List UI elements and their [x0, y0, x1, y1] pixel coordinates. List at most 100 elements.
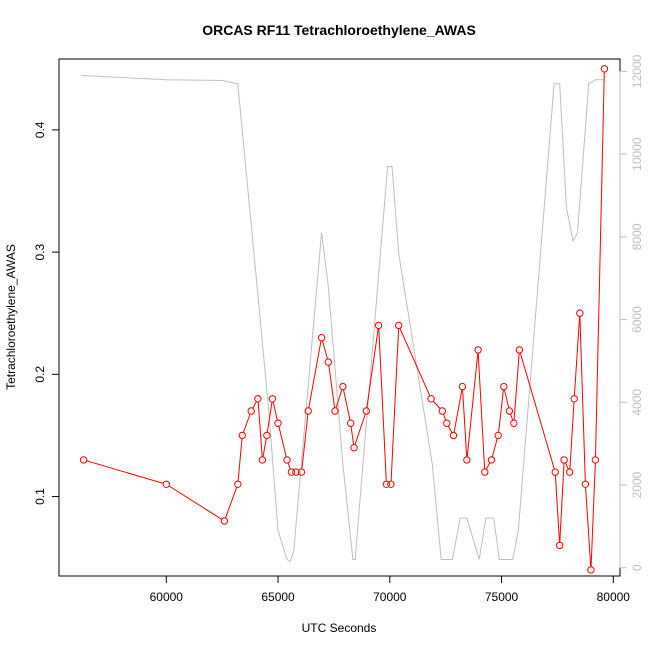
- data-point: [234, 480, 242, 488]
- series-segment: [308, 340, 322, 408]
- x-tick-label: 70000: [373, 590, 407, 604]
- data-point: [339, 382, 347, 391]
- series-segment: [278, 426, 287, 457]
- series-segment: [366, 328, 379, 408]
- data-point: [331, 407, 339, 415]
- data-point: [600, 65, 609, 73]
- x-tick-label: 75000: [485, 590, 519, 604]
- y2-tick-label: 10000: [630, 137, 644, 171]
- y2-tick-label: 8000: [630, 223, 644, 250]
- series-segment: [513, 353, 520, 421]
- series-segment: [86, 460, 164, 484]
- data-point: [570, 395, 578, 403]
- data-point: [560, 456, 568, 464]
- series-segment: [504, 389, 510, 409]
- y-tick-label: 0.4: [33, 121, 47, 138]
- y-axis-left: 0.1 0.2 0.3 0.4: [33, 121, 60, 505]
- data-point: [79, 456, 88, 464]
- data-point: [258, 456, 267, 464]
- series-segment: [554, 475, 560, 543]
- data-point: [438, 407, 446, 415]
- series-segment: [432, 400, 441, 409]
- series-segment: [257, 401, 263, 457]
- series-segment: [287, 462, 291, 470]
- data-point: [263, 431, 271, 440]
- data-point: [566, 468, 574, 476]
- data-point: [427, 395, 435, 403]
- data-point: [287, 468, 296, 476]
- x-tick-label: 80000: [597, 590, 631, 604]
- secondary-series-layer: [81, 75, 605, 563]
- data-point: [274, 419, 282, 427]
- series-segment: [519, 352, 555, 470]
- primary-series-layer: [79, 65, 609, 574]
- series-segment: [565, 462, 569, 470]
- series-segment: [585, 487, 592, 567]
- series-segment: [559, 463, 565, 543]
- data-point: [387, 480, 395, 488]
- series-segment: [301, 414, 309, 469]
- data-point: [581, 480, 590, 488]
- series-segment: [328, 365, 336, 408]
- y-tick-label: 0.3: [33, 243, 47, 260]
- data-point: [254, 395, 262, 403]
- x-tick-label: 60000: [150, 590, 184, 604]
- data-point: [556, 541, 564, 550]
- data-point: [505, 407, 514, 415]
- series-segment: [252, 401, 257, 409]
- series-segment: [266, 401, 273, 433]
- y-axis-right: 0 2000 4000 6000 8000 10000 12000: [619, 54, 644, 571]
- y-tick-label: 0.2: [33, 366, 47, 383]
- data-point: [162, 480, 171, 488]
- data-point: [374, 321, 383, 330]
- series-segment: [595, 71, 605, 457]
- series-segment: [485, 462, 491, 470]
- data-point: [500, 382, 508, 391]
- series-segment: [242, 413, 251, 433]
- series-segment: [390, 328, 400, 482]
- series-segment: [343, 389, 351, 421]
- data-point: [220, 517, 229, 525]
- x-tick-label: 65000: [261, 590, 295, 604]
- data-point: [347, 419, 355, 427]
- series-segment: [590, 463, 596, 567]
- data-point: [443, 419, 451, 427]
- series-segment: [322, 340, 328, 360]
- series-segment: [462, 389, 468, 457]
- data-point: [395, 321, 403, 330]
- y2-tick-label: 4000: [630, 389, 644, 416]
- data-point: [247, 407, 255, 415]
- data-point: [458, 382, 467, 391]
- x-axis: 60000 65000 70000 75000 80000: [150, 575, 631, 604]
- y2-tick-label: 12000: [630, 54, 644, 88]
- chart-title: ORCAS RF11 Tetrachloroethylene_AWAS: [202, 22, 476, 38]
- data-point: [362, 407, 370, 415]
- data-point: [238, 431, 247, 440]
- y2-tick-label: 6000: [630, 306, 644, 333]
- y-axis-label: Tetrachloroethylene_AWAS: [4, 244, 18, 390]
- data-point: [587, 566, 595, 574]
- data-point: [463, 456, 471, 464]
- data-point: [487, 456, 496, 464]
- y-tick-label: 0.1: [33, 488, 47, 505]
- series-segment: [447, 425, 453, 433]
- series-segment: [354, 413, 366, 445]
- x-axis-label: UTC Seconds: [302, 621, 377, 635]
- data-point: [297, 468, 306, 476]
- y2-tick-label: 0: [630, 564, 644, 571]
- data-point: [350, 444, 358, 452]
- series-segment: [453, 389, 463, 433]
- series-segment: [579, 316, 586, 482]
- data-point: [292, 468, 300, 476]
- data-point: [324, 358, 332, 366]
- data-point: [283, 456, 291, 464]
- data-point: [591, 456, 600, 464]
- series-segment: [262, 438, 267, 457]
- data-point: [449, 431, 458, 440]
- data-point: [268, 395, 277, 403]
- data-point: [494, 431, 502, 440]
- data-point: [382, 480, 391, 488]
- series-segment: [225, 487, 238, 519]
- series-segment: [442, 413, 447, 421]
